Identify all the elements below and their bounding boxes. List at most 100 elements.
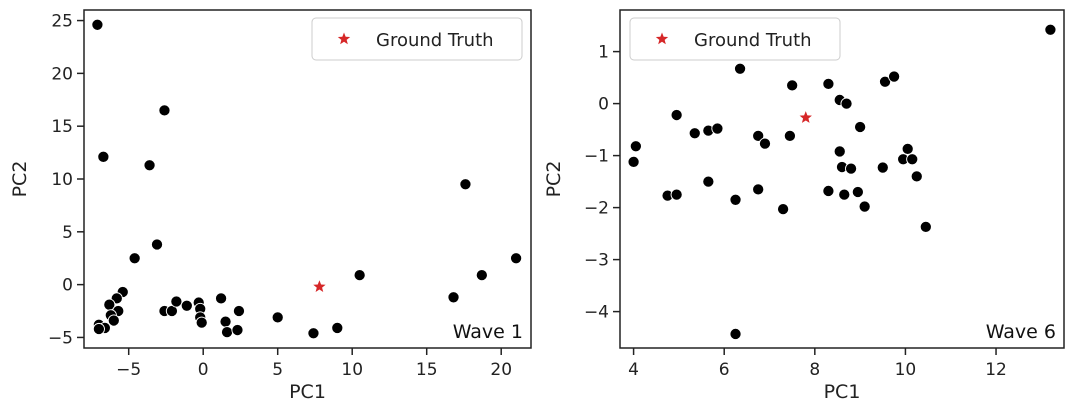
- x-tick-label: 10: [341, 360, 363, 380]
- legend-label: Ground Truth: [376, 30, 494, 51]
- y-tick-label: 5: [62, 223, 73, 243]
- y-tick-label: 10: [51, 170, 73, 190]
- y-tick-label: 1: [598, 43, 609, 63]
- x-tick-label: 10: [895, 360, 917, 380]
- data-point: [215, 292, 228, 305]
- wave-annotation: Wave 1: [453, 321, 523, 343]
- data-point: [822, 77, 835, 90]
- y-tick-label: 0: [598, 95, 609, 115]
- data-point: [854, 120, 867, 134]
- data-point: [910, 170, 923, 183]
- data-point: [219, 315, 232, 328]
- data-point: [777, 203, 790, 216]
- y-tick-label: −4: [584, 303, 609, 323]
- data-point: [670, 188, 683, 201]
- data-point: [833, 145, 846, 158]
- data-point: [670, 108, 683, 122]
- data-point: [107, 314, 120, 327]
- x-tick-label: 5: [272, 360, 283, 380]
- data-point: [901, 142, 914, 155]
- data-point: [888, 70, 901, 83]
- x-tick-label: 20: [490, 360, 512, 380]
- data-point: [158, 104, 171, 117]
- data-point: [688, 127, 701, 140]
- data-point: [702, 175, 715, 188]
- x-tick-label: 0: [198, 360, 209, 380]
- y-tick-label: 25: [51, 12, 73, 32]
- data-point: [858, 200, 871, 213]
- data-point: [783, 129, 796, 142]
- y-tick-label: 0: [62, 276, 73, 296]
- data-point: [786, 79, 799, 92]
- data-point: [758, 137, 772, 150]
- wave-annotation: Wave 6: [986, 321, 1056, 343]
- data-point: [752, 183, 765, 196]
- legend-star-icon: [655, 32, 669, 45]
- data-point: [459, 178, 472, 191]
- data-point: [331, 321, 344, 334]
- data-point: [271, 311, 284, 324]
- data-point: [729, 193, 742, 206]
- x-axis-label: PC1: [289, 381, 326, 403]
- data-point: [851, 185, 864, 199]
- x-tick-label: 15: [416, 360, 438, 380]
- data-point: [447, 291, 460, 304]
- data-point: [510, 252, 523, 265]
- data-point: [822, 184, 835, 198]
- y-tick-label: −1: [584, 147, 609, 167]
- x-tick-label: 8: [809, 360, 820, 380]
- data-point: [919, 220, 932, 233]
- data-point: [170, 295, 183, 308]
- data-point: [353, 269, 366, 282]
- plot-frame: [619, 9, 1065, 349]
- data-point: [845, 162, 858, 175]
- y-tick-label: −3: [584, 251, 609, 271]
- data-point: [180, 299, 193, 312]
- data-point: [627, 155, 640, 168]
- x-tick-label: 6: [719, 360, 730, 380]
- legend-box: [629, 17, 841, 61]
- data-point: [876, 161, 889, 174]
- data-point: [97, 150, 110, 163]
- data-point: [307, 327, 320, 340]
- data-point: [232, 304, 246, 318]
- data-point: [150, 238, 164, 251]
- chart-wave-1: PC1 PC2 −5 0 5 10 15 20 −5 0 5 10 15 20 25 Ground Tru…: [9, 9, 532, 403]
- y-tick-label: 15: [51, 117, 73, 137]
- data-point: [711, 122, 724, 135]
- data-point: [475, 269, 488, 282]
- plot-frame: [83, 9, 532, 349]
- y-tick-label: 20: [51, 64, 73, 84]
- data-point: [91, 18, 104, 31]
- y-tick-label: −2: [584, 199, 609, 219]
- data-point: [195, 316, 208, 329]
- data-point: [1044, 23, 1057, 36]
- chart-wave-6: PC1 PC2 4 6 8 10 12 −4 −3 −2 −1 0 1 Ground Truth Wav…: [543, 9, 1065, 403]
- data-point: [734, 62, 747, 75]
- x-tick-label: 4: [628, 360, 639, 380]
- legend-label: Ground Truth: [694, 30, 812, 51]
- data-point: [220, 326, 234, 339]
- data-point: [128, 252, 141, 265]
- x-tick-label: 12: [985, 360, 1007, 380]
- legend-star-icon: [337, 32, 351, 45]
- x-axis-label: PC1: [824, 381, 861, 403]
- data-point: [838, 188, 851, 201]
- y-tick-label: −5: [48, 328, 73, 348]
- y-axis-label: PC2: [9, 161, 31, 198]
- data-point: [231, 323, 244, 337]
- ground-truth-marker: [799, 111, 812, 123]
- data-point: [92, 322, 105, 336]
- data-point: [906, 153, 919, 166]
- data-point: [752, 129, 765, 142]
- data-point: [143, 159, 156, 172]
- x-tick-label: −5: [116, 360, 141, 380]
- data-point: [840, 97, 853, 110]
- data-point: [729, 327, 742, 341]
- data-point: [878, 75, 892, 88]
- y-axis-label: PC2: [543, 161, 565, 198]
- legend-box: [311, 17, 523, 61]
- ground-truth-marker: [313, 280, 326, 292]
- data-point: [629, 140, 642, 153]
